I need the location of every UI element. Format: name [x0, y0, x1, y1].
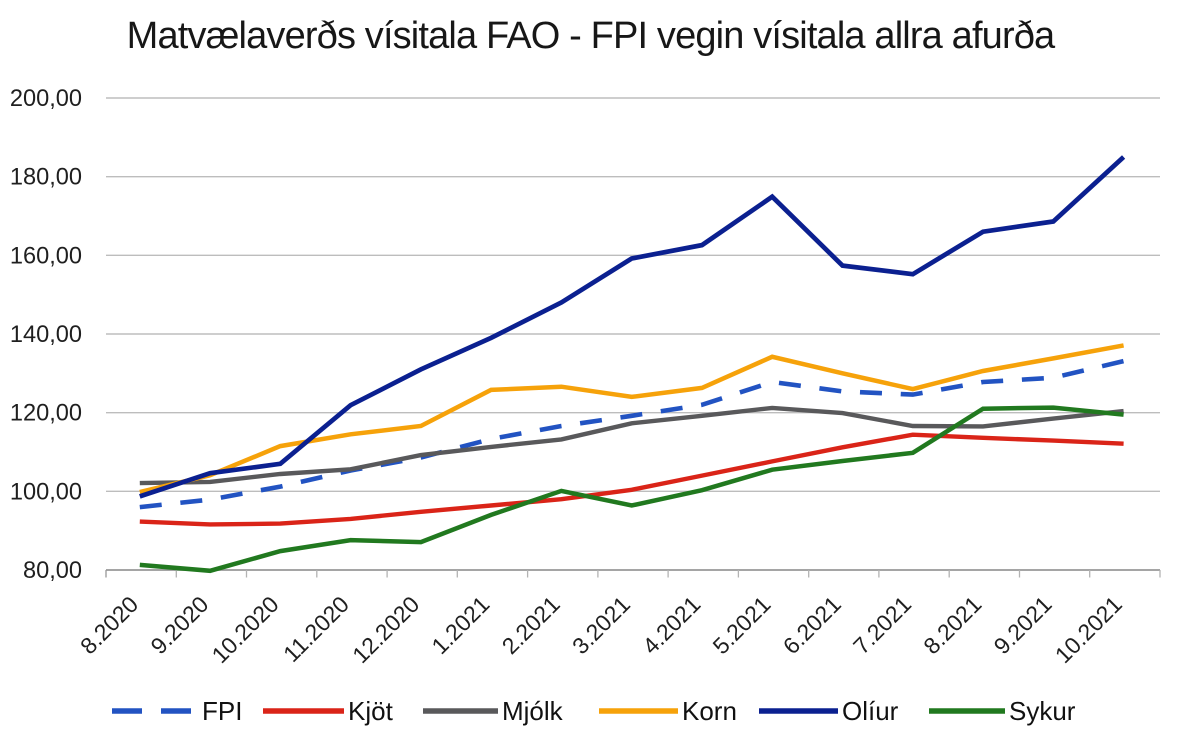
- svg-text:120,00: 120,00: [10, 401, 82, 427]
- svg-text:80,00: 80,00: [23, 558, 82, 584]
- svg-text:200,00: 200,00: [10, 86, 82, 112]
- svg-text:140,00: 140,00: [10, 322, 82, 348]
- svg-text:Korn: Korn: [682, 696, 737, 726]
- svg-text:FPI: FPI: [202, 696, 242, 726]
- svg-text:Kjöt: Kjöt: [348, 696, 394, 726]
- svg-text:160,00: 160,00: [10, 243, 82, 269]
- svg-text:100,00: 100,00: [10, 479, 82, 505]
- svg-text:Mjólk: Mjólk: [502, 696, 564, 726]
- svg-text:Sykur: Sykur: [1009, 696, 1076, 726]
- svg-text:180,00: 180,00: [10, 165, 82, 191]
- svg-text:Olíur: Olíur: [842, 696, 899, 726]
